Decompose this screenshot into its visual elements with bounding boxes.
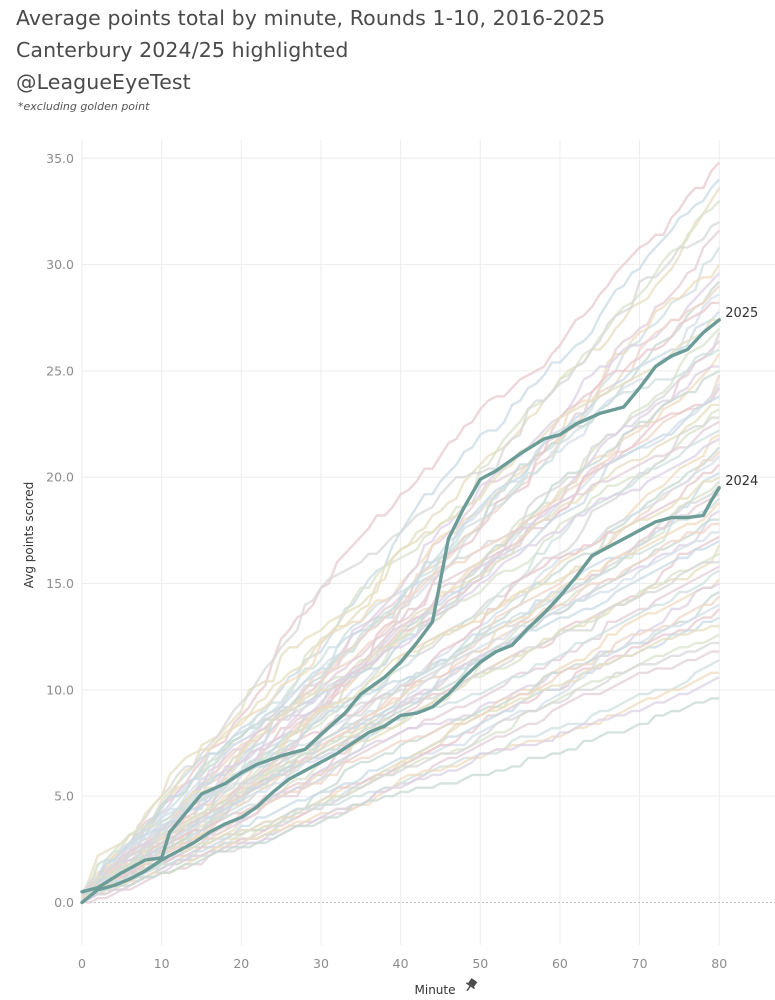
y-axis-title: Avg points scored	[22, 482, 36, 589]
background-series-line	[81, 161, 721, 903]
x-tick-label: 0	[78, 956, 86, 971]
y-tick-label: 0.0	[54, 895, 74, 910]
chart-title-line-2: Canterbury 2024/25 highlighted	[16, 38, 349, 62]
background-series-line	[81, 497, 721, 900]
background-series-line	[81, 403, 720, 899]
background-series-line	[81, 272, 721, 894]
y-tick-label: 20.0	[46, 470, 74, 485]
chart-footnote: *excluding golden point	[18, 100, 150, 113]
background-series-line	[81, 369, 720, 903]
background-series-line	[81, 221, 720, 901]
y-axis: 0.0 5.0 10.0 15.0 20.0 25.0 30.0 35.0	[46, 151, 74, 910]
background-series-line	[81, 569, 720, 902]
series-label-2024: 2024	[725, 474, 758, 489]
y-tick-label: 30.0	[46, 257, 74, 272]
background-series-line	[81, 310, 721, 896]
x-tick-label: 60	[552, 956, 568, 971]
y-tick-label: 15.0	[46, 576, 74, 591]
background-series-group	[80, 161, 721, 904]
x-tick-label: 30	[313, 956, 329, 971]
x-tick-label: 10	[154, 956, 170, 971]
x-tick-label: 80	[711, 956, 727, 971]
background-series-line	[81, 676, 720, 900]
background-series-line	[81, 595, 721, 899]
background-series-line	[81, 340, 721, 896]
background-series-line	[80, 318, 720, 898]
x-tick-label: 70	[632, 956, 648, 971]
x-tick-label: 20	[233, 956, 249, 971]
background-series-line	[81, 518, 720, 900]
background-series-line	[81, 671, 720, 900]
chart-author-handle: @LeagueEyeTest	[16, 70, 191, 94]
series-line-2024[interactable]	[80, 486, 721, 905]
x-tick-label: 50	[472, 956, 488, 971]
y-tick-label: 25.0	[46, 363, 74, 378]
background-series-line	[82, 697, 720, 896]
y-tick-label: 5.0	[54, 789, 74, 804]
background-series-line	[81, 561, 720, 900]
series-label-2025: 2025	[725, 306, 758, 321]
chart-title-line-1: Average points total by minute, Rounds 1…	[16, 6, 606, 30]
background-series-line	[81, 659, 720, 895]
series-line-2025[interactable]	[80, 318, 721, 894]
x-axis: 0 10 20 30 40 50 60 70 80	[78, 956, 727, 971]
background-series-line	[81, 624, 720, 894]
x-axis-title: Minute	[415, 983, 456, 997]
y-tick-label: 35.0	[46, 151, 74, 166]
pin-icon[interactable]	[463, 977, 479, 993]
x-tick-label: 40	[393, 956, 409, 971]
highlighted-series-group: 2025 2024	[80, 306, 758, 905]
y-tick-label: 10.0	[46, 682, 74, 697]
